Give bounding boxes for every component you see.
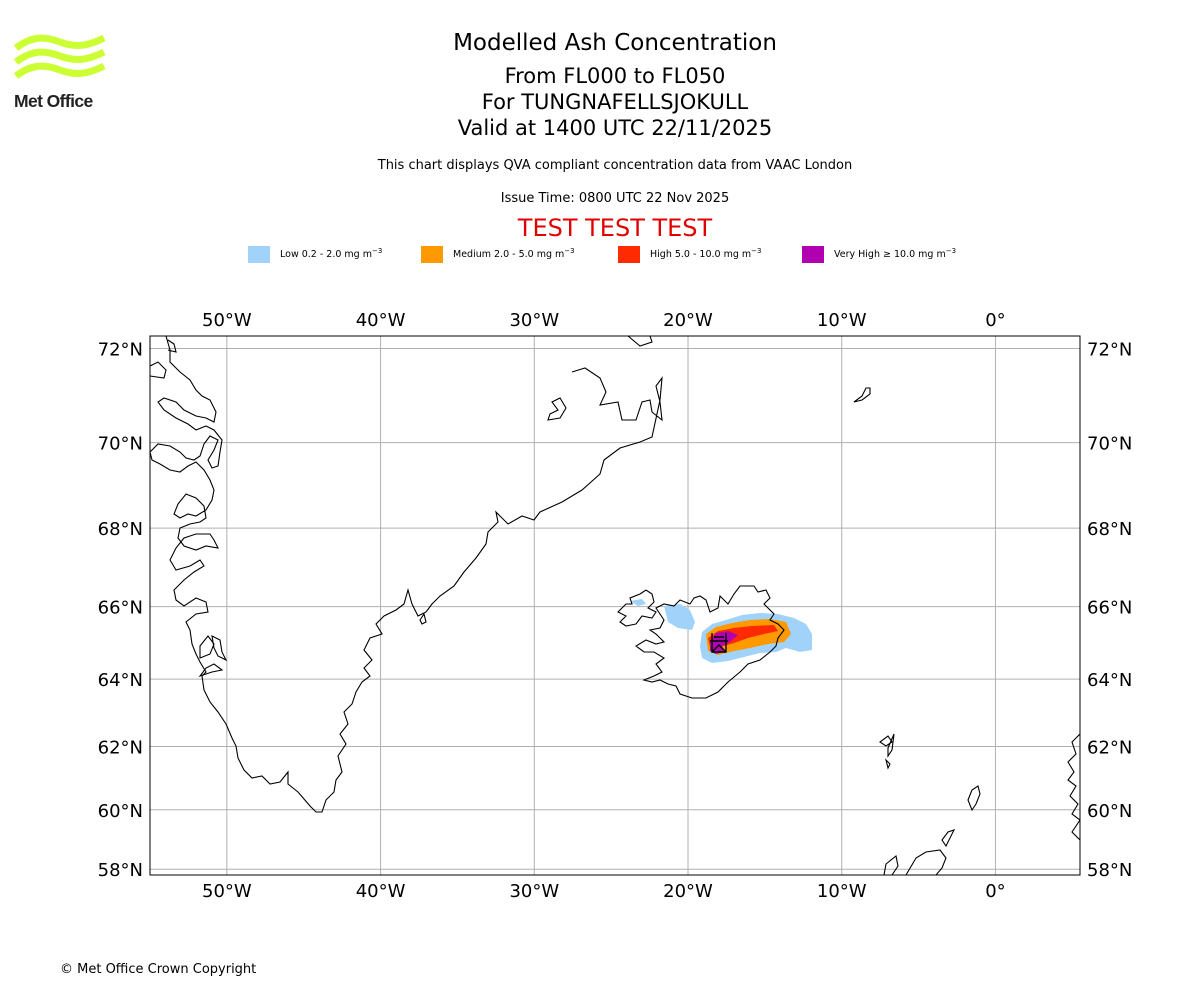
lon-tick-label-bottom: 30°W xyxy=(509,881,559,900)
ash-area-low-north xyxy=(664,604,695,630)
lon-tick-label-bottom: 20°W xyxy=(663,881,713,900)
coastline-greenland xyxy=(150,336,663,813)
volcano-name: For TUNGNAFELLSJOKULL xyxy=(481,90,749,114)
lat-tick-label-left: 70°N xyxy=(98,434,143,455)
lon-tick-label-bottom: 50°W xyxy=(202,881,252,900)
legend-swatch-low xyxy=(248,245,270,263)
coastline-faroe-islands xyxy=(879,733,895,770)
legend-label-high: High 5.0 - 10.0 mg m−3 xyxy=(650,247,762,261)
chart-description: This chart displays QVA compliant concen… xyxy=(377,158,853,173)
valid-time: Valid at 1400 UTC 22/11/2025 xyxy=(457,116,773,140)
coastline-jan-mayen xyxy=(853,387,871,403)
map-gridlines xyxy=(150,336,1080,875)
legend-label-low: Low 0.2 - 2.0 mg m−3 xyxy=(280,247,383,261)
lon-tick-label-top: 10°W xyxy=(817,310,867,331)
coastline-greenland-island xyxy=(198,397,567,678)
ash-concentration-map: 50°W 50°W 40°W 40°W 30°W 30°W 20°W 20°W 10°W 10°W… xyxy=(98,310,1133,900)
legend-swatch-very-high xyxy=(802,245,824,263)
lon-tick-label-bottom: 40°W xyxy=(356,881,406,900)
issue-time: Issue Time: 0800 UTC 22 Nov 2025 xyxy=(500,191,730,206)
lat-tick-label-left: 64°N xyxy=(98,670,143,691)
lat-tick-label-right: 62°N xyxy=(1087,738,1132,759)
lat-tick-label-left: 62°N xyxy=(98,738,143,759)
flight-level-range: From FL000 to FL050 xyxy=(504,64,726,88)
legend-item-very-high: Very High ≥ 10.0 mg m−3 xyxy=(802,244,956,264)
legend-label-very-high: Very High ≥ 10.0 mg m−3 xyxy=(834,247,957,261)
coastline-norway xyxy=(1067,733,1080,841)
ash-area-low-speck xyxy=(630,599,646,606)
coastline-shetland xyxy=(967,785,981,812)
lat-tick-label-left: 72°N xyxy=(98,339,143,360)
test-banner: TEST TEST TEST xyxy=(517,214,713,242)
lat-tick-label-right: 64°N xyxy=(1087,670,1132,691)
lat-tick-label-right: 60°N xyxy=(1087,801,1132,822)
lon-tick-label-bottom: 10°W xyxy=(817,881,867,900)
lon-tick-label-top: 30°W xyxy=(509,310,559,331)
lat-tick-label-left: 60°N xyxy=(98,801,143,822)
legend-label-medium: Medium 2.0 - 5.0 mg m−3 xyxy=(453,247,575,261)
legend-swatch-high xyxy=(618,245,640,263)
legend-item-high: High 5.0 - 10.0 mg m−3 xyxy=(618,244,762,264)
lat-tick-label-left: 66°N xyxy=(98,598,143,619)
lat-tick-label-right: 70°N xyxy=(1087,434,1132,455)
legend-item-low: Low 0.2 - 2.0 mg m−3 xyxy=(248,244,382,264)
lat-tick-label-left: 58°N xyxy=(98,860,143,881)
lat-tick-label-right: 72°N xyxy=(1087,339,1132,360)
lat-tick-label-right: 58°N xyxy=(1087,860,1132,881)
map-tick-labels: 50°W 50°W 40°W 40°W 30°W 30°W 20°W 20°W 10°W 10°W… xyxy=(98,310,1133,900)
ash-concentration-areas xyxy=(630,599,812,663)
lon-tick-label-top: 40°W xyxy=(356,310,406,331)
copyright-notice: © Met Office Crown Copyright xyxy=(60,962,257,977)
lat-tick-label-left: 68°N xyxy=(98,519,143,540)
lon-tick-label-top: 0° xyxy=(985,310,1005,331)
coastline-scotland xyxy=(883,829,956,875)
lat-tick-label-right: 68°N xyxy=(1087,519,1132,540)
chart-title: Modelled Ash Concentration xyxy=(453,30,777,56)
lon-tick-label-bottom: 0° xyxy=(985,881,1005,900)
met-office-logo-icon xyxy=(14,34,106,79)
lon-tick-label-top: 20°W xyxy=(663,310,713,331)
legend-item-medium: Medium 2.0 - 5.0 mg m−3 xyxy=(421,244,575,264)
lat-tick-label-right: 66°N xyxy=(1087,598,1132,619)
lon-tick-label-top: 50°W xyxy=(202,310,252,331)
coastlines xyxy=(150,336,1080,875)
legend-swatch-medium xyxy=(421,245,443,263)
coastline-iceland xyxy=(617,585,785,699)
logo-text: Met Office xyxy=(14,91,93,111)
volcano-source-marker xyxy=(710,633,728,653)
map-frame xyxy=(149,335,1081,876)
